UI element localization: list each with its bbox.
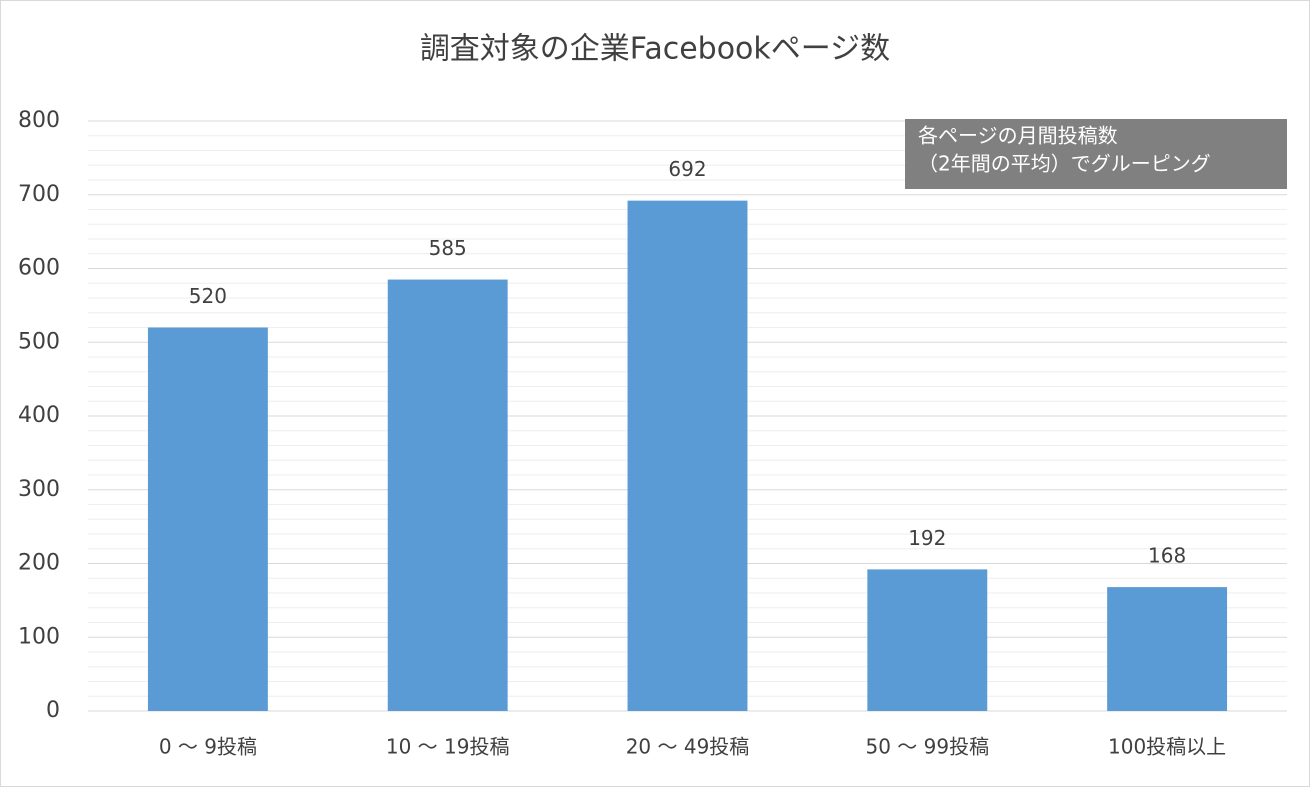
y-tick-label: 200 — [18, 551, 60, 576]
x-tick-label: 20 ～ 49投稿 — [626, 735, 750, 759]
value-label: 520 — [189, 284, 227, 308]
bar — [1107, 587, 1228, 711]
y-tick-label: 500 — [18, 329, 60, 354]
x-tick-label: 50 ～ 99投稿 — [865, 735, 989, 759]
value-label: 692 — [668, 157, 706, 181]
annotation-box — [905, 119, 1287, 189]
annotation-text: （2年間の平均）でグルーピング — [918, 152, 1211, 176]
chart-title: 調査対象の企業Facebookページ数 — [420, 32, 890, 67]
y-tick-label: 600 — [18, 256, 60, 281]
bar — [387, 279, 508, 711]
y-tick-label: 400 — [18, 403, 60, 428]
value-label: 168 — [1148, 544, 1186, 568]
value-label: 192 — [908, 526, 946, 550]
y-tick-label: 100 — [18, 624, 60, 649]
y-tick-label: 0 — [46, 698, 60, 723]
x-tick-label: 10 ～ 19投稿 — [386, 735, 510, 759]
x-tick-label: 100投稿以上 — [1108, 735, 1226, 759]
bar — [627, 200, 748, 711]
y-tick-label: 700 — [18, 182, 60, 207]
bar — [867, 569, 988, 711]
annotation-text: 各ページの月間投稿数 — [918, 124, 1118, 148]
value-label: 585 — [429, 236, 467, 260]
bar — [147, 327, 268, 711]
y-tick-label: 300 — [18, 477, 60, 502]
x-tick-label: 0 ～ 9投稿 — [159, 735, 257, 759]
y-tick-label: 800 — [18, 108, 60, 133]
